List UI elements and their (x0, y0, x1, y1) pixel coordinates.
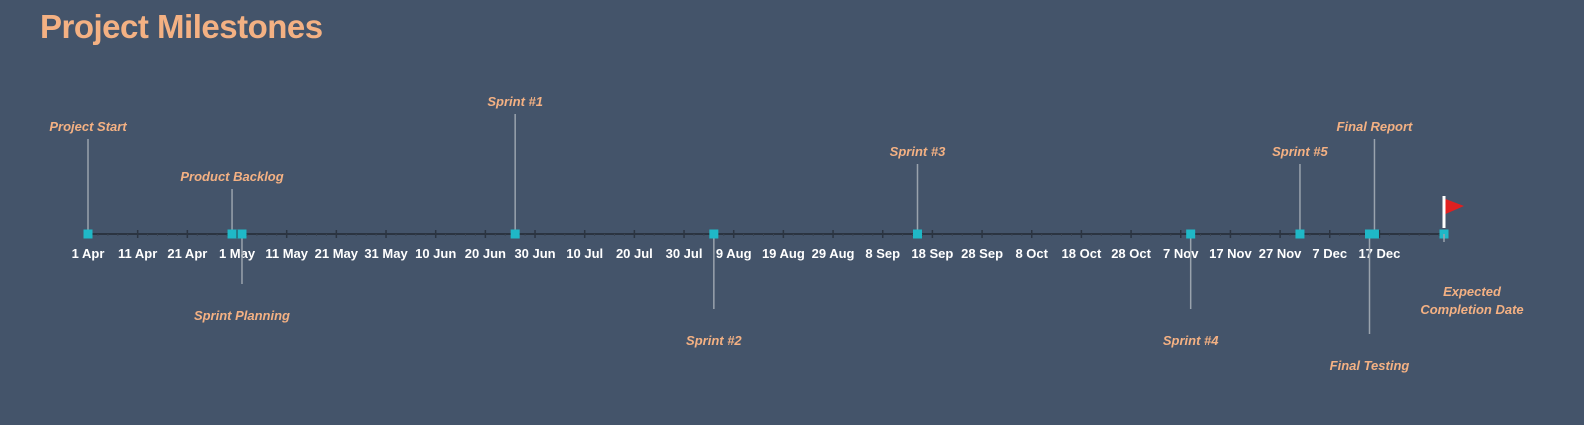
tick-label: 19 Aug (762, 246, 805, 261)
tick-label: 8 Oct (1015, 246, 1048, 261)
chart-title: Project Milestones (40, 8, 323, 45)
tick-label: 21 May (315, 246, 359, 261)
tick-label: 9 Aug (716, 246, 752, 261)
milestone-marker (510, 229, 520, 239)
milestone-label: Sprint #3 (890, 144, 946, 159)
completion-label: Expected (1443, 284, 1502, 299)
milestone-marker (1295, 229, 1305, 239)
tick-label: 8 Sep (865, 246, 900, 261)
milestone-label: Project Start (49, 119, 127, 134)
milestone-marker (912, 229, 922, 239)
tick-label: 29 Aug (812, 246, 855, 261)
milestone-label: Sprint #5 (1272, 144, 1328, 159)
tick-label: 28 Sep (961, 246, 1003, 261)
tick-label: 11 Apr (118, 246, 157, 261)
milestone-label: Sprint #1 (487, 94, 543, 109)
tick-label: 30 Jun (514, 246, 555, 261)
tick-label: 31 May (364, 246, 408, 261)
tick-label: 20 Jun (465, 246, 506, 261)
tick-label: 7 Dec (1312, 246, 1347, 261)
milestone-marker (709, 229, 719, 239)
milestone-label: Sprint Planning (194, 308, 290, 323)
tick-label: 1 May (219, 246, 256, 261)
milestone-marker (1186, 229, 1196, 239)
tick-label: 18 Sep (911, 246, 953, 261)
tick-label: 11 May (265, 246, 308, 261)
tick-label: 10 Jul (566, 246, 603, 261)
tick-label: 7 Nov (1163, 246, 1199, 261)
milestone-marker (1364, 229, 1374, 239)
tick-label: 1 Apr (72, 246, 105, 261)
tick-label: 21 Apr (167, 246, 207, 261)
milestone-marker (1369, 229, 1379, 239)
tick-label: 17 Dec (1358, 246, 1400, 261)
tick-label: 17 Nov (1209, 246, 1252, 261)
milestone-label: Product Backlog (180, 169, 283, 184)
milestone-label: Final Report (1337, 119, 1414, 134)
milestone-marker (237, 229, 247, 239)
tick-label: 27 Nov (1259, 246, 1302, 261)
milestone-marker (83, 229, 93, 239)
milestone-label: Final Testing (1330, 358, 1410, 373)
tick-label: 30 Jul (666, 246, 703, 261)
milestone-label: Sprint #4 (1163, 333, 1219, 348)
tick-label: 28 Oct (1111, 246, 1151, 261)
milestone-marker (227, 229, 237, 239)
tick-label: 10 Jun (415, 246, 456, 261)
flag-icon (1445, 199, 1464, 214)
tick-label: 18 Oct (1062, 246, 1102, 261)
milestone-label: Sprint #2 (686, 333, 742, 348)
tick-label: 20 Jul (616, 246, 653, 261)
completion-label: Completion Date (1420, 302, 1523, 317)
